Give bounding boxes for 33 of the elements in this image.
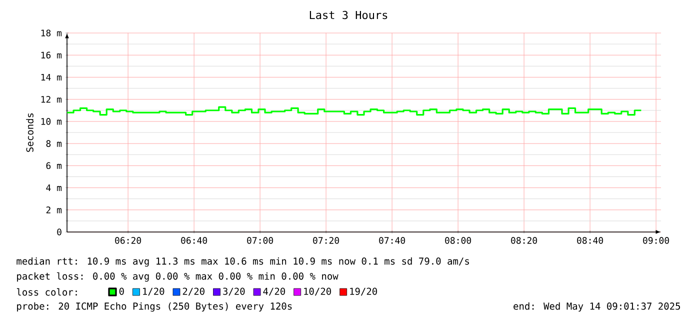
legend-label: 2/20 xyxy=(182,288,204,296)
x-tick-label: 07:20 xyxy=(313,237,339,244)
x-tick-label: 06:20 xyxy=(115,237,142,244)
legend-title: loss color: xyxy=(16,288,77,296)
text: probe: 20 ICMP Echo Pings (250 Bytes) every 120s xyxy=(17,302,292,312)
x-tick-label: 08:40 xyxy=(577,237,604,244)
x-tick-label: 09:00 xyxy=(643,237,669,244)
x-tick-label: 06:40 xyxy=(181,237,208,244)
legend-label: 0 xyxy=(119,288,124,295)
legend-label: 19/20 xyxy=(350,288,377,296)
text: median rtt: 10.9 ms avg 11.3 ms max 10.6 ms min 10.9 ms now 0.1 ms sd 79.0 am/s xyxy=(16,257,469,267)
text: end: Wed May 14 09:01:37 2025 xyxy=(514,302,680,312)
x-tick-label: 07:00 xyxy=(247,237,274,244)
x-tick-label: 08:20 xyxy=(511,237,537,244)
y-tick-label: 16 m xyxy=(41,52,62,59)
chart-title: Last 3 Hours xyxy=(310,10,388,20)
y-tick-label: 2 m xyxy=(46,206,62,214)
x-tick-label: 07:40 xyxy=(379,237,406,244)
y-tick-label: 12 m xyxy=(41,96,62,103)
y-tick-label: 0 xyxy=(57,228,62,236)
y-tick-label: 14 m xyxy=(41,74,62,80)
x-tick-label: 08:00 xyxy=(445,237,472,244)
text: packet loss: 0.00 % avg 0.00 % max 0.00 % min 0.00 % now xyxy=(17,272,338,282)
legend-label: 3/20 xyxy=(223,288,245,296)
y-tick-label: 6 m xyxy=(46,162,62,170)
y-tick-label: 8 m xyxy=(46,140,62,147)
y-tick-label: 18 m xyxy=(41,30,62,36)
y-tick-label: 10 m xyxy=(41,118,62,125)
legend-label: 4/20 xyxy=(263,288,285,296)
y-tick-label: 4 m xyxy=(46,184,62,192)
y-axis-title: Seconds xyxy=(26,113,34,152)
legend-label: 1/20 xyxy=(143,288,164,296)
legend-label: 10/20 xyxy=(304,288,331,296)
